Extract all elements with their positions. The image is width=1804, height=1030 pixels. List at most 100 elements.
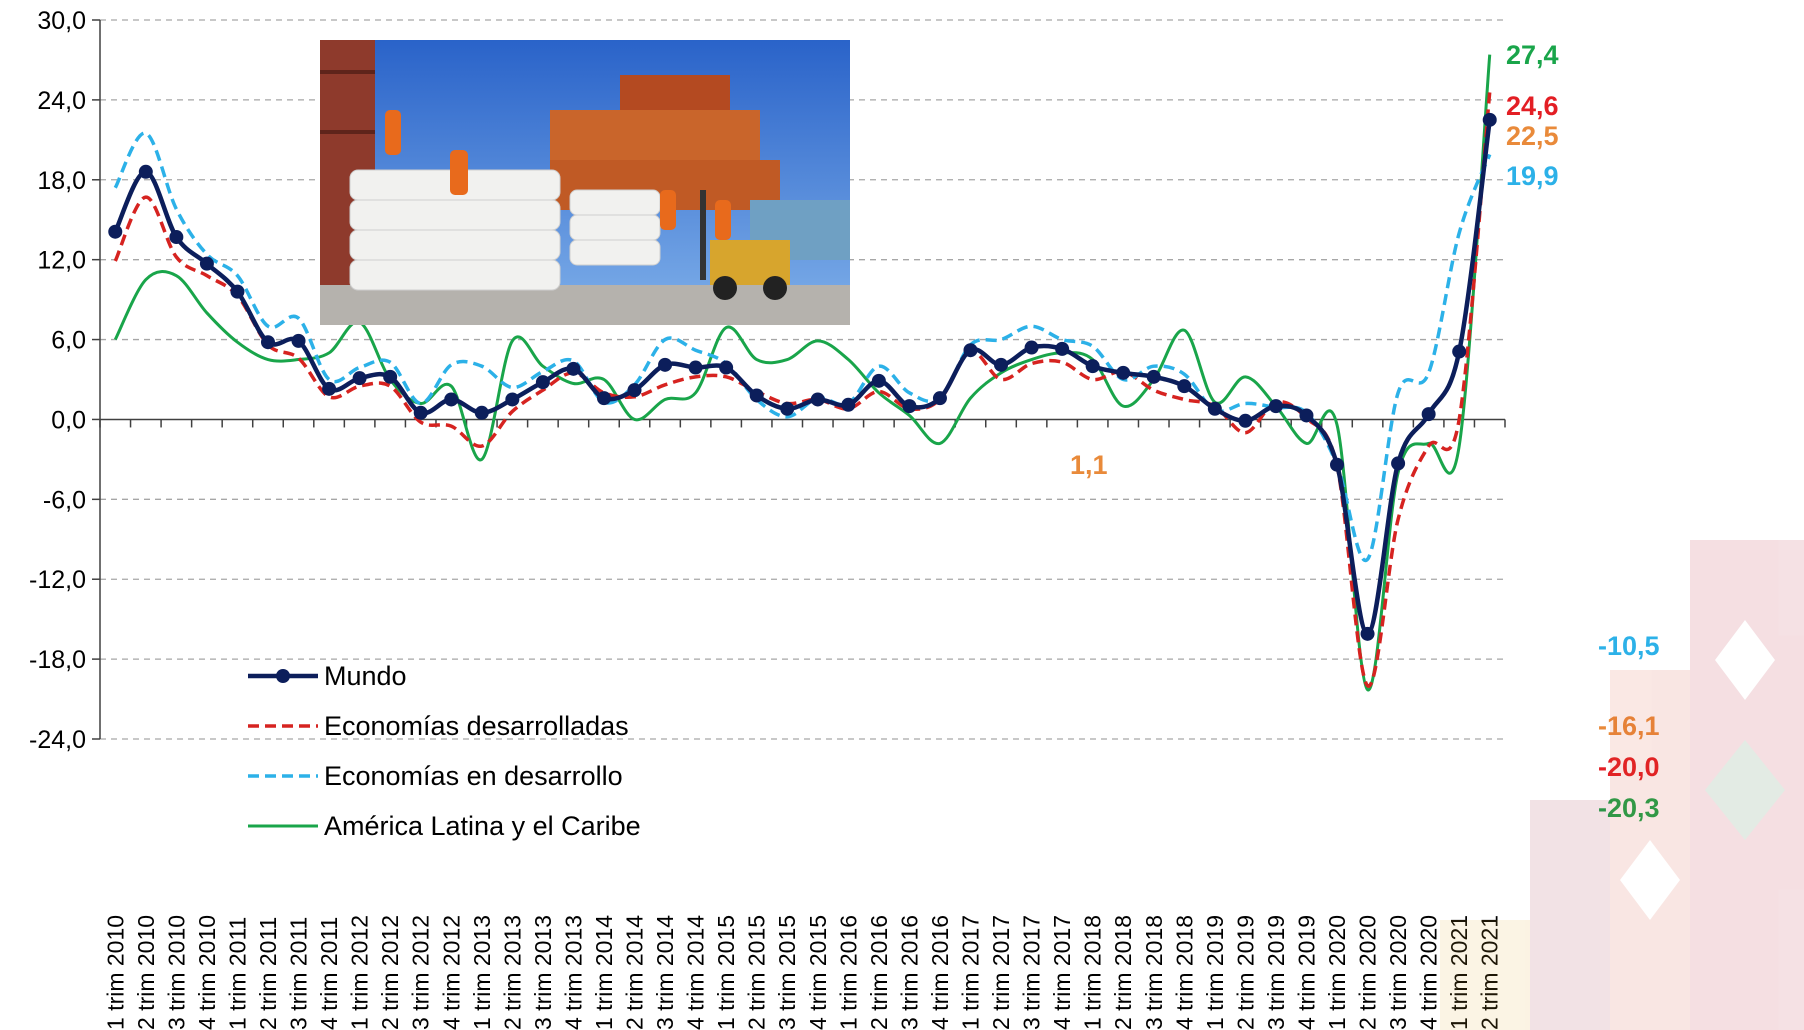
series-line-0	[113, 119, 1492, 637]
x-tick-label: 4 trim 2018	[1171, 915, 1197, 1030]
series-lines	[108, 54, 1497, 692]
x-tick-label: 3 trim 2012	[408, 915, 434, 1030]
series-point	[749, 388, 764, 403]
y-tick-label: -12,0	[29, 566, 86, 594]
data-label: -20,0	[1598, 752, 1660, 782]
series-point	[841, 397, 856, 412]
x-tick-label: 4 trim 2014	[683, 915, 709, 1030]
x-tick-label: 2 trim 2012	[377, 915, 403, 1030]
x-tick-label: 1 trim 2021	[1446, 915, 1472, 1030]
data-label: 27,4	[1506, 40, 1559, 70]
x-tick-label: 3 trim 2011	[286, 917, 312, 1030]
x-tick-label: 1 trim 2016	[835, 915, 861, 1030]
series-point	[1207, 401, 1222, 416]
legend-label: Economías desarrolladas	[324, 711, 629, 741]
series-point	[505, 392, 520, 407]
series-point	[688, 360, 703, 375]
x-tick-label: 1 trim 2014	[591, 915, 617, 1030]
legend: Mundo Economías desarrolladas Economías en…	[248, 661, 641, 841]
x-tick-label: 1 trim 2020	[1324, 915, 1350, 1030]
x-tick-label: 1 trim 2012	[347, 915, 373, 1030]
x-tick-label: 3 trim 2010	[163, 915, 189, 1030]
series-point	[932, 391, 947, 406]
series-point	[658, 357, 673, 372]
y-tick-label: 24,0	[37, 87, 86, 115]
x-tick-label: 4 trim 2013	[560, 915, 586, 1030]
x-tick-label: 3 trim 2017	[1019, 915, 1045, 1030]
series-point	[1116, 365, 1131, 380]
y-tick-label: 18,0	[37, 167, 86, 195]
series-point	[1421, 407, 1436, 422]
series-point	[780, 401, 795, 416]
cargo-photo-image	[320, 40, 850, 325]
series-point	[902, 399, 917, 414]
data-label: -20,3	[1598, 793, 1660, 823]
series-point	[810, 392, 825, 407]
x-tick-label: 1 trim 2011	[224, 917, 250, 1030]
series-point	[1085, 359, 1100, 374]
series-point	[322, 381, 337, 396]
x-tick-label: 1 trim 2018	[1080, 915, 1106, 1030]
x-tick-label: 4 trim 2015	[805, 915, 831, 1030]
series-point	[291, 333, 306, 348]
series-point	[1391, 456, 1406, 471]
decorative-textile-pattern	[1380, 540, 1804, 1030]
y-tick-label: -18,0	[29, 646, 86, 674]
data-label: 22,5	[1506, 121, 1559, 151]
data-label: 19,9	[1506, 161, 1559, 191]
series-point	[871, 373, 886, 388]
x-tick-label: 4 trim 2020	[1416, 915, 1442, 1030]
series-point	[719, 360, 734, 375]
x-tick-label: 2 trim 2016	[866, 915, 892, 1030]
data-label: -16,1	[1598, 711, 1660, 741]
x-tick-label: 4 trim 2010	[194, 915, 220, 1030]
series-point	[1268, 399, 1283, 414]
data-label: 24,6	[1506, 91, 1559, 121]
y-tick-label: 6,0	[51, 327, 86, 355]
x-tick-label: 2 trim 2021	[1477, 915, 1503, 1030]
x-tick-label: 4 trim 2016	[927, 915, 953, 1030]
x-tick-label: 3 trim 2016	[896, 915, 922, 1030]
series-point	[230, 284, 245, 299]
x-tick-label: 1 trim 2019	[1202, 915, 1228, 1030]
x-tick-label: 2 trim 2013	[499, 915, 525, 1030]
x-tick-label: 2 trim 2018	[1110, 915, 1136, 1030]
series-point	[199, 256, 214, 271]
cargo-photo	[320, 40, 850, 325]
x-tick-label: 4 trim 2017	[1049, 915, 1075, 1030]
x-tick-label: 3 trim 2020	[1385, 915, 1411, 1030]
series-point	[138, 164, 153, 179]
series-point	[444, 392, 459, 407]
series-point	[994, 357, 1009, 372]
x-tick-label: 4 trim 2019	[1293, 915, 1319, 1030]
x-tick-label: 2 trim 2019	[1232, 915, 1258, 1030]
series-point	[535, 375, 550, 390]
x-tick-label: 2 trim 2014	[622, 915, 648, 1030]
series-point	[413, 405, 428, 420]
series-point	[963, 343, 978, 358]
series-point	[1330, 457, 1345, 472]
series-point	[1238, 413, 1253, 428]
y-tick-label: 0,0	[51, 406, 86, 434]
data-labels: 27,4 24,622,5 19,9 1,1 -10,5 -16,1 -20,0 -20,3	[1070, 40, 1660, 823]
series-point	[1146, 369, 1161, 384]
x-tick-label: 1 trim 2015	[713, 915, 739, 1030]
y-tick-label: 12,0	[37, 247, 86, 275]
series-point	[566, 361, 581, 376]
y-axis: 30,0 24,0 18,0 12,0 6,0 0,0 -6,0 -12,0 -18,0 -24,…	[29, 7, 101, 754]
x-tick-label: 3 trim 2018	[1141, 915, 1167, 1030]
series-point	[1482, 112, 1497, 127]
series-point	[1024, 340, 1039, 355]
series-point	[383, 369, 398, 384]
y-tick-label: 30,0	[37, 7, 86, 35]
series-point	[108, 224, 123, 239]
series-point	[169, 230, 184, 245]
x-tick-label: 2 trim 2020	[1355, 915, 1381, 1030]
x-tick-label: 3 trim 2013	[530, 915, 556, 1030]
x-tick-label: 3 trim 2014	[652, 915, 678, 1030]
series-point	[1177, 379, 1192, 394]
series-point	[1360, 626, 1375, 641]
y-tick-label: -6,0	[43, 486, 86, 514]
series-point	[596, 391, 611, 406]
